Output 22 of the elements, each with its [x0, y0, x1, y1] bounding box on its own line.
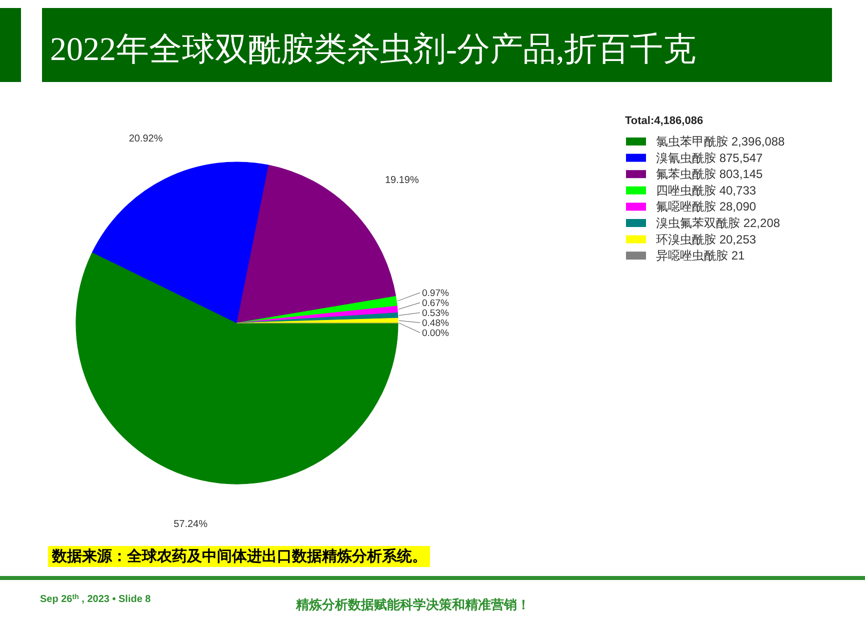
- annotation: Sep 26$^{th}$ , 2023 • Slide 8: [40, 594, 151, 605]
- annotation: 精炼分析数据赋能科学决策和精准营销！: [296, 597, 530, 612]
- annotation: 数据来源：全球农药及中间体进出口数据精炼分析系统。: [48, 546, 430, 567]
- data-label: 0.53%: [422, 308, 450, 319]
- legend-label: 氟苯虫酰胺 803,145: [656, 167, 764, 182]
- title: 2022年全球双酰胺类杀虫剂-分产品,折百千克: [0, 8, 832, 82]
- data-label: 0.48%: [422, 318, 450, 329]
- data-label: 57.24%: [174, 518, 208, 530]
- legend-label: 环溴虫酰胺 20,253: [656, 232, 756, 246]
- text: 0.00%: [422, 328, 449, 339]
- legend-label: 氯虫苯甲酰胺 2,396,088: [656, 134, 786, 148]
- data-label: 19.19%: [384, 174, 420, 186]
- legend-label: 溴虫氟苯双酰胺 22,208: [656, 216, 780, 230]
- data-label: 0.67%: [422, 298, 450, 309]
- legend-label: 氟噁唑酰胺 28,090: [656, 200, 756, 214]
- legend-title: Total:4,186,086: [625, 115, 704, 127]
- data-label: 20.92%: [128, 134, 163, 145]
- data-label: 0.97%: [422, 288, 450, 299]
- legend-label: 四唑虫酰胺 40,733: [656, 183, 756, 198]
- legend-label: 溴氰虫酰胺 875,547: [656, 150, 764, 165]
- legend-label: 异噁唑虫酰胺 21: [656, 248, 746, 263]
- chart-title: 2022年全球双酰胺类杀虫剂-分产品,折百千克: [50, 31, 696, 68]
